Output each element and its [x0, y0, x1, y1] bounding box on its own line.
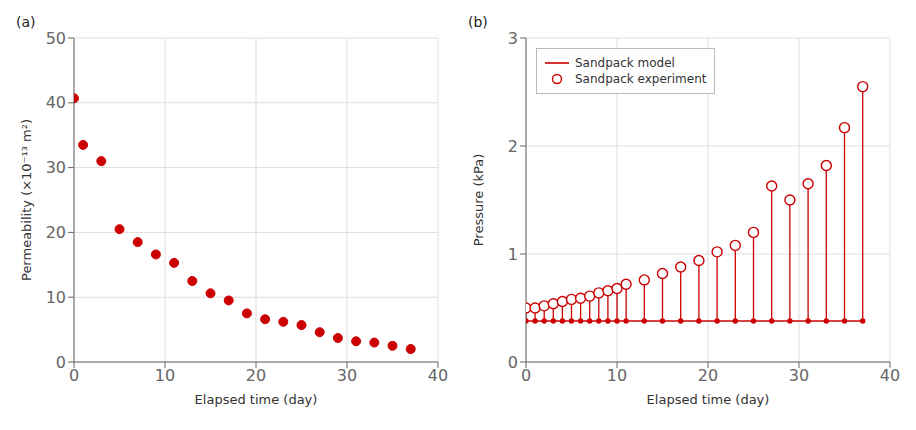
svg-text:20: 20 [46, 223, 66, 242]
svg-text:40: 40 [428, 366, 448, 385]
svg-text:Permeability (×10⁻¹³ m²): Permeability (×10⁻¹³ m²) [19, 119, 34, 281]
svg-text:0: 0 [69, 366, 79, 385]
svg-text:Elapsed time (day): Elapsed time (day) [647, 392, 770, 407]
svg-text:50: 50 [46, 29, 66, 48]
svg-text:3: 3 [508, 29, 518, 48]
svg-text:10: 10 [46, 288, 66, 307]
html-text:Sandpack experiment: Sandpack experiment [575, 72, 707, 86]
svg-text:Elapsed time (day): Elapsed time (day) [195, 392, 318, 407]
svg-text:10: 10 [155, 366, 175, 385]
svg-text:1: 1 [508, 245, 518, 264]
svg-text:20: 20 [698, 366, 718, 385]
svg-text:Pressure (kPa): Pressure (kPa) [471, 154, 486, 247]
svg-text:40: 40 [46, 93, 66, 112]
svg-text:0: 0 [56, 353, 66, 372]
svg-text:20: 20 [246, 366, 266, 385]
svg-text:10: 10 [607, 366, 627, 385]
html-text:(b): (b) [468, 14, 488, 30]
html-text:Sandpack model: Sandpack model [575, 56, 675, 70]
svg-text:30: 30 [46, 158, 66, 177]
svg-text:0: 0 [508, 353, 518, 372]
svg-text:0: 0 [521, 366, 531, 385]
svg-text:30: 30 [789, 366, 809, 385]
svg-text:40: 40 [880, 366, 900, 385]
svg-text:30: 30 [337, 366, 357, 385]
svg-text:2: 2 [508, 137, 518, 156]
html-text:(a): (a) [16, 14, 36, 30]
